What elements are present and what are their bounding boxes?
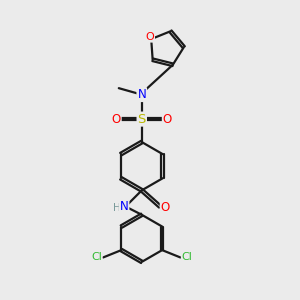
Text: O: O: [163, 112, 172, 126]
Text: O: O: [161, 201, 170, 214]
Text: Cl: Cl: [91, 253, 102, 262]
Text: Cl: Cl: [182, 253, 193, 262]
Text: S: S: [138, 112, 146, 126]
Text: N: N: [120, 200, 128, 213]
Text: O: O: [112, 112, 121, 126]
Text: H: H: [113, 203, 121, 213]
Text: O: O: [146, 32, 154, 42]
Text: N: N: [137, 88, 146, 101]
